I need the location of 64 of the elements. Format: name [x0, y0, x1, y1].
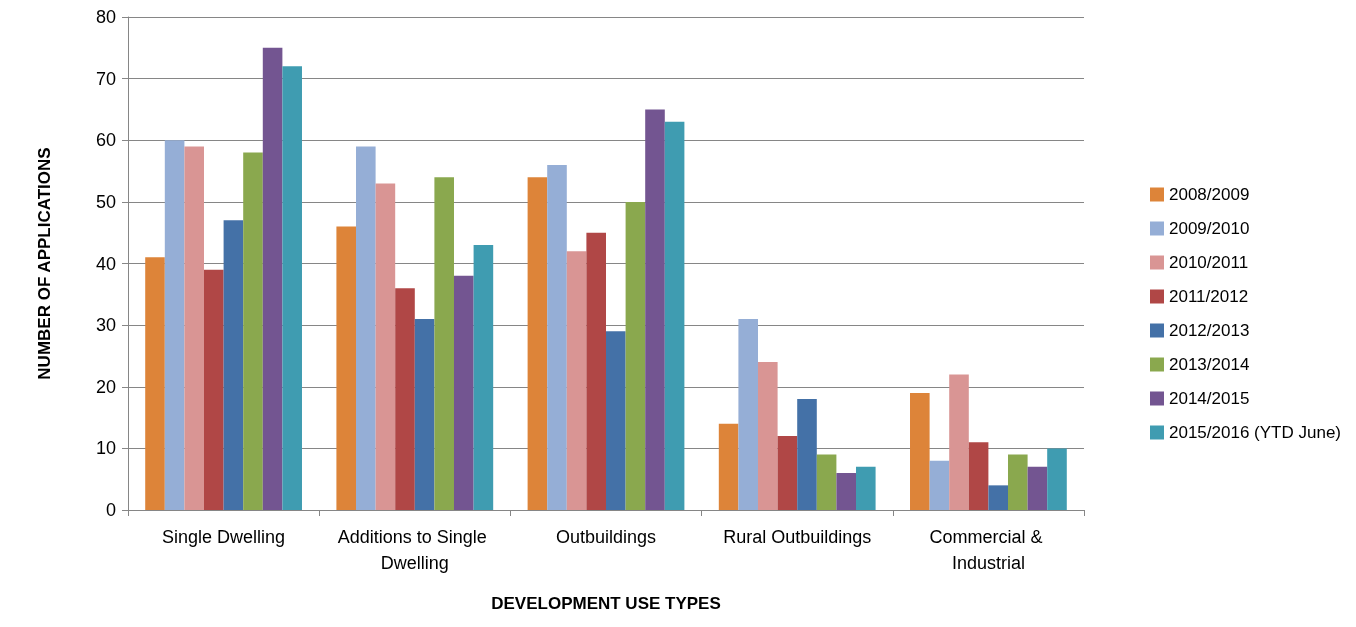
bar: [223, 220, 244, 510]
bar: [547, 164, 567, 510]
bar: [777, 436, 798, 510]
y-tick-label: 60: [95, 130, 116, 151]
y-tick-label: 10: [95, 438, 116, 459]
x-tick-label: Rural Outbuildings: [723, 527, 872, 547]
y-tick-label: 30: [95, 315, 116, 336]
y-tick-label: 40: [95, 253, 116, 274]
bar: [625, 201, 646, 510]
x-tick-label: Additions to Single Dwelling: [337, 527, 492, 573]
y-tick-label: 80: [95, 7, 116, 27]
bar: [910, 392, 930, 510]
bar: [816, 454, 837, 510]
y-axis-title: NUMBER OF APPLICATIONS: [35, 147, 54, 380]
bar: [988, 485, 1008, 510]
bar: [336, 226, 357, 510]
legend-label: 2011/2012: [1169, 287, 1249, 306]
bar: [645, 109, 665, 510]
legend-label: 2013/2014: [1169, 355, 1250, 374]
bar: [454, 275, 474, 510]
x-tick-label: Commercial & Industrial: [929, 527, 1048, 573]
bar: [664, 121, 685, 510]
y-tick-label: 0: [105, 500, 116, 520]
bar: [1008, 454, 1028, 510]
legend-label: 2009/2010: [1169, 219, 1250, 238]
legend-label: 2015/2016 (YTD June): [1169, 423, 1342, 442]
bar: [434, 177, 454, 510]
bar: [968, 442, 989, 510]
bar: [164, 140, 185, 510]
bar: [527, 177, 548, 510]
legend-label: 2014/2015: [1169, 389, 1250, 408]
bar: [145, 257, 165, 510]
bar: [797, 399, 817, 510]
bar: [718, 423, 739, 510]
bar: [949, 374, 969, 510]
bar: [1027, 466, 1048, 510]
y-tick-label: 50: [95, 191, 116, 212]
legend-label: 2010/2011: [1169, 253, 1249, 272]
bar: [262, 47, 283, 510]
bar: [184, 146, 204, 510]
x-axis-title: DEVELOPMENT USE TYPES: [491, 594, 721, 613]
bar: [473, 245, 494, 510]
bar: [356, 146, 376, 510]
bar: [414, 318, 435, 510]
bar: [243, 152, 263, 510]
bar: [1047, 448, 1067, 510]
y-tick-label: 20: [95, 376, 116, 397]
bar: [855, 466, 876, 510]
bar: [282, 66, 302, 510]
x-tick-label: Outbuildings: [555, 527, 657, 547]
bar: [375, 183, 396, 510]
legend-label: 2008/2009: [1169, 185, 1250, 204]
y-tick-label: 70: [95, 68, 116, 89]
bar: [836, 473, 856, 510]
bar: [929, 460, 950, 510]
bar: [566, 251, 587, 510]
bar: [586, 232, 606, 510]
bar: [606, 331, 626, 510]
x-tick-label: Single Dwelling: [162, 527, 286, 547]
bar: [758, 362, 778, 510]
legend-label: 2012/2013: [1169, 321, 1250, 340]
bar: [395, 288, 415, 510]
bar: [738, 318, 758, 510]
bar: [204, 269, 224, 510]
